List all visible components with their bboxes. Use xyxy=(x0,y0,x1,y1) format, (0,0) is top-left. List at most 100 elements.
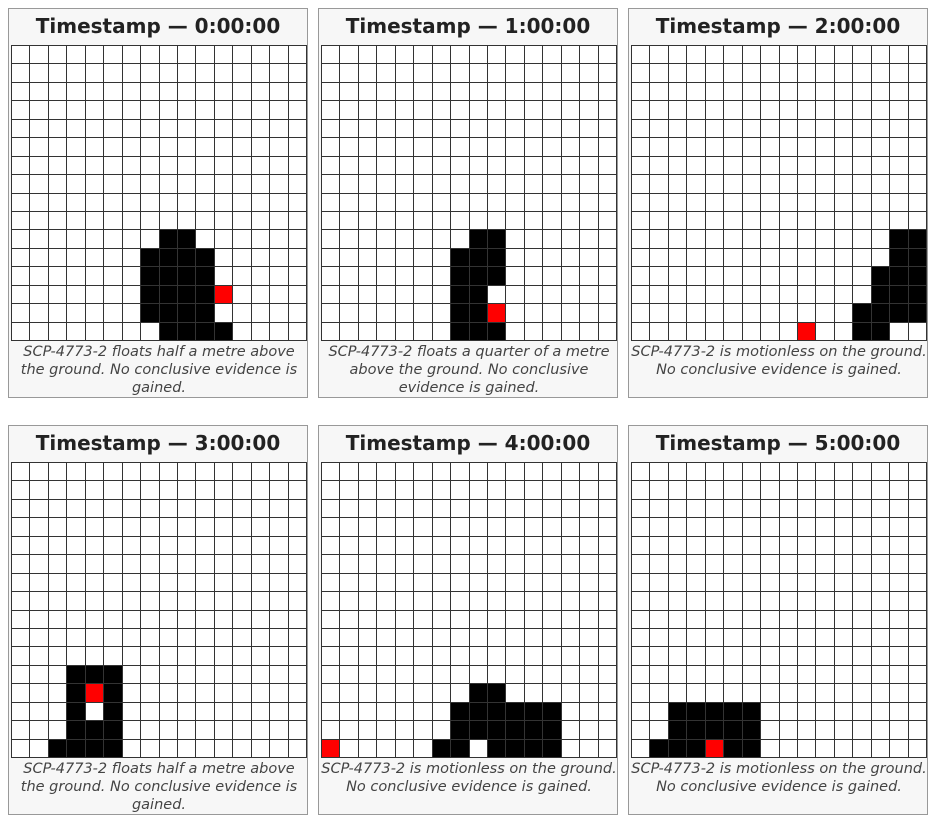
empty-cell xyxy=(451,194,470,212)
empty-cell xyxy=(543,138,562,157)
empty-cell xyxy=(160,157,178,175)
filled-cell xyxy=(178,304,196,323)
empty-cell xyxy=(780,157,798,175)
empty-cell xyxy=(780,286,798,304)
empty-cell xyxy=(104,463,123,481)
empty-cell xyxy=(86,555,104,574)
empty-cell xyxy=(67,323,86,341)
empty-cell xyxy=(141,629,160,647)
filled-cell xyxy=(669,721,687,740)
empty-cell xyxy=(12,83,30,101)
empty-cell xyxy=(30,83,49,101)
empty-cell xyxy=(215,249,233,267)
empty-cell xyxy=(196,120,215,138)
empty-cell xyxy=(377,46,396,64)
empty-cell xyxy=(86,249,104,267)
empty-cell xyxy=(396,212,414,230)
empty-cell xyxy=(12,230,30,249)
empty-cell xyxy=(909,463,927,481)
empty-cell xyxy=(123,64,141,83)
empty-cell xyxy=(580,703,599,721)
filled-cell xyxy=(872,304,890,323)
empty-cell xyxy=(650,267,669,286)
empty-cell xyxy=(49,175,67,194)
empty-cell xyxy=(196,463,215,481)
empty-cell xyxy=(433,267,451,286)
empty-cell xyxy=(252,537,270,555)
empty-cell xyxy=(289,647,307,666)
empty-cell xyxy=(12,463,30,481)
empty-cell xyxy=(890,500,909,518)
empty-cell xyxy=(580,500,599,518)
empty-cell xyxy=(890,537,909,555)
empty-cell xyxy=(396,286,414,304)
empty-cell xyxy=(30,555,49,574)
empty-cell xyxy=(340,194,359,212)
empty-cell xyxy=(650,194,669,212)
empty-cell xyxy=(433,574,451,592)
empty-cell xyxy=(835,500,853,518)
empty-cell xyxy=(687,249,706,267)
empty-cell xyxy=(123,267,141,286)
empty-cell xyxy=(340,120,359,138)
empty-cell xyxy=(359,286,377,304)
empty-cell xyxy=(67,518,86,537)
empty-cell xyxy=(525,574,543,592)
empty-cell xyxy=(543,267,562,286)
filled-cell xyxy=(743,740,761,758)
empty-cell xyxy=(909,83,927,101)
empty-cell xyxy=(580,555,599,574)
empty-cell xyxy=(30,684,49,703)
empty-cell xyxy=(669,230,687,249)
empty-cell xyxy=(252,666,270,684)
empty-cell xyxy=(706,194,724,212)
empty-cell xyxy=(853,138,872,157)
empty-cell xyxy=(12,101,30,120)
empty-cell xyxy=(86,611,104,629)
filled-cell xyxy=(687,703,706,721)
empty-cell xyxy=(104,83,123,101)
empty-cell xyxy=(470,592,488,611)
empty-cell xyxy=(761,611,780,629)
filled-cell xyxy=(488,740,506,758)
empty-cell xyxy=(86,267,104,286)
empty-cell xyxy=(543,611,562,629)
empty-cell xyxy=(359,101,377,120)
panel-title: Timestamp — 4:00:00 xyxy=(319,426,617,462)
empty-cell xyxy=(580,518,599,537)
empty-cell xyxy=(853,740,872,758)
empty-cell xyxy=(396,684,414,703)
empty-cell xyxy=(780,304,798,323)
empty-cell xyxy=(433,703,451,721)
empty-cell xyxy=(86,629,104,647)
panel-caption: SCP-4773-2 floats a quarter of a metre a… xyxy=(328,344,610,396)
empty-cell xyxy=(433,175,451,194)
empty-cell xyxy=(835,666,853,684)
empty-cell xyxy=(414,500,433,518)
empty-cell xyxy=(377,629,396,647)
empty-cell xyxy=(872,518,890,537)
empty-cell xyxy=(724,666,743,684)
empty-cell xyxy=(86,500,104,518)
empty-cell xyxy=(650,120,669,138)
empty-cell xyxy=(743,518,761,537)
empty-cell xyxy=(669,157,687,175)
empty-cell xyxy=(687,500,706,518)
empty-cell xyxy=(252,212,270,230)
empty-cell xyxy=(816,574,835,592)
empty-cell xyxy=(289,83,307,101)
empty-cell xyxy=(835,304,853,323)
empty-cell xyxy=(104,611,123,629)
empty-cell xyxy=(289,574,307,592)
empty-cell xyxy=(890,64,909,83)
empty-cell xyxy=(215,740,233,758)
empty-cell xyxy=(816,500,835,518)
empty-cell xyxy=(835,721,853,740)
empty-cell xyxy=(160,463,178,481)
empty-cell xyxy=(414,481,433,500)
empty-cell xyxy=(215,138,233,157)
empty-cell xyxy=(761,647,780,666)
empty-cell xyxy=(252,267,270,286)
empty-cell xyxy=(215,463,233,481)
empty-cell xyxy=(780,555,798,574)
